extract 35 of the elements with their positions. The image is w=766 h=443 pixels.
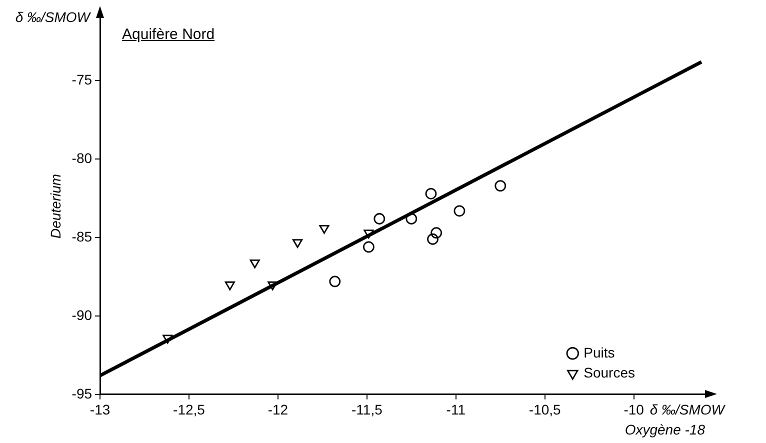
x-tick-label: -13 (90, 402, 110, 418)
point (292, 239, 303, 248)
x-tick-label: -12 (268, 402, 288, 418)
x-tick-label: -11 (446, 402, 466, 418)
point (363, 241, 374, 253)
point (364, 230, 374, 239)
point (494, 180, 506, 192)
point (250, 259, 260, 268)
point (427, 233, 438, 245)
y-axis-title: Deuterium (47, 174, 64, 238)
point (374, 213, 386, 224)
point (329, 276, 341, 288)
y-tick-label: -85 (72, 228, 92, 244)
point (430, 227, 442, 239)
text: Aquifère Nord (122, 26, 215, 43)
y-tick-label: -75 (72, 72, 92, 88)
x-tick-label: -12,5 (173, 402, 206, 418)
point (454, 205, 466, 217)
y-tick-label: -80 (72, 150, 92, 166)
text: δ ‰/SMOW (650, 401, 726, 418)
point (268, 281, 278, 290)
point (224, 281, 235, 290)
legend-label: Sources (584, 364, 635, 380)
x-tick-label: -10 (624, 402, 644, 418)
x-axis-title: Oxygène -18 (624, 421, 706, 438)
point (319, 224, 330, 234)
point (406, 213, 418, 224)
point (162, 334, 173, 344)
y-tick-label: -95 (72, 385, 92, 402)
x-tick-label: -11,5 (351, 402, 383, 418)
x-tick-label: -10,5 (528, 402, 562, 418)
legend-label: Puits (584, 344, 615, 360)
point (425, 188, 437, 200)
text: δ ‰/SMOW (15, 8, 92, 25)
y-tick-label: -90 (72, 306, 92, 323)
